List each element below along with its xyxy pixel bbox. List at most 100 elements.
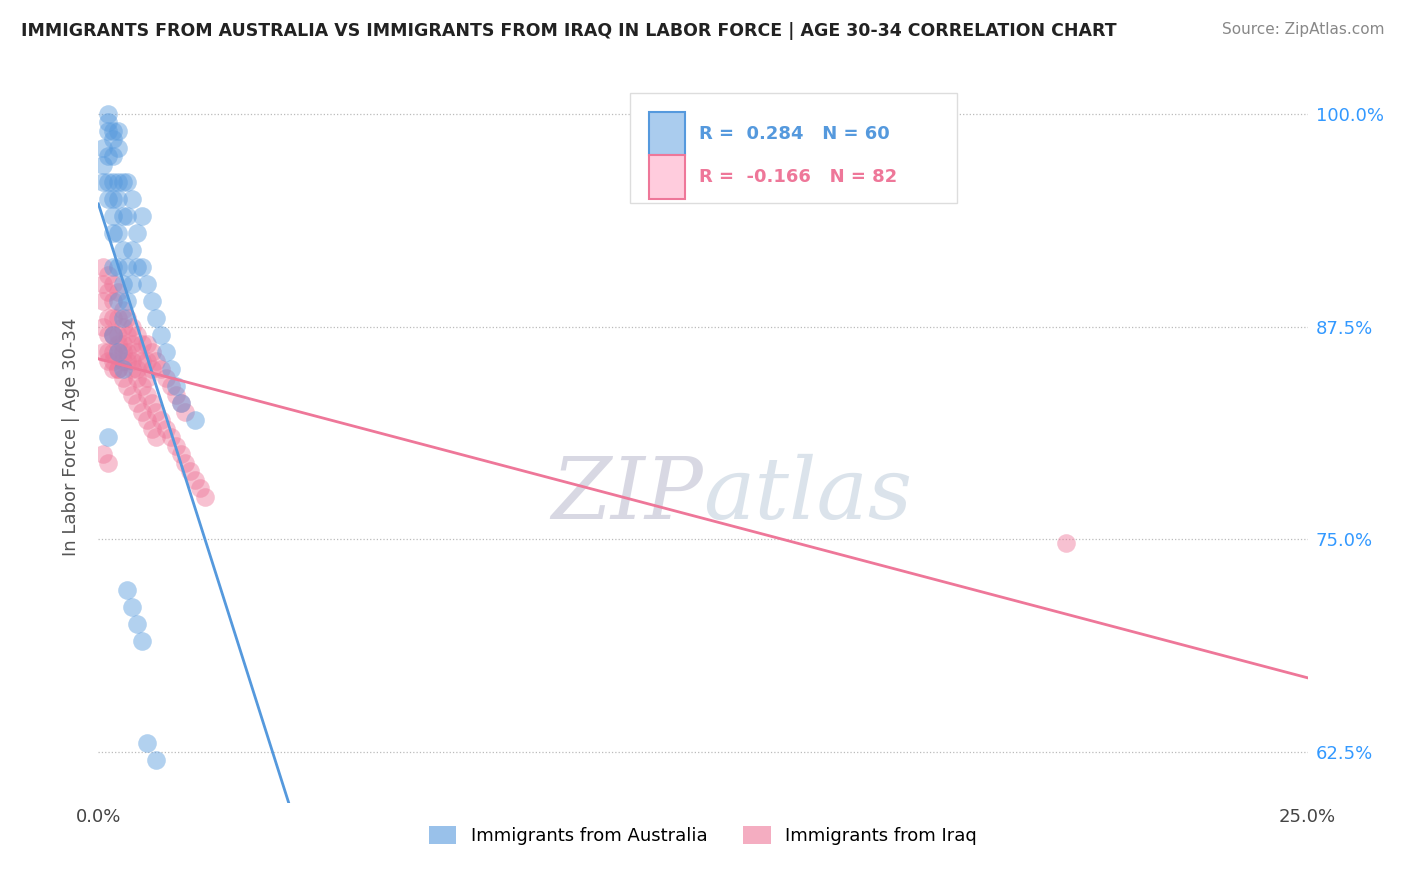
Point (91, 141, 114, 155)
Point (165, 379, 187, 393)
FancyBboxPatch shape (648, 112, 685, 155)
Point (141, 362, 163, 376)
Point (101, 362, 124, 376)
Point (117, 260, 139, 274)
Point (150, 328, 173, 343)
Point (194, 490, 217, 504)
Point (135, 387, 157, 401)
Point (97, 192, 120, 206)
Point (91, 319, 114, 334)
Point (101, 277, 124, 291)
Point (160, 362, 183, 376)
Point (121, 243, 143, 257)
Point (1054, 535, 1077, 549)
Point (121, 277, 143, 291)
Point (131, 634, 153, 648)
Point (141, 345, 163, 359)
Point (179, 464, 201, 478)
Point (101, 353, 124, 368)
Point (135, 336, 157, 351)
Point (101, 226, 124, 240)
Text: Source: ZipAtlas.com: Source: ZipAtlas.com (1222, 22, 1385, 37)
FancyBboxPatch shape (630, 94, 957, 203)
Point (101, 328, 124, 343)
Point (145, 311, 167, 326)
FancyBboxPatch shape (648, 155, 685, 200)
Point (107, 141, 129, 155)
Point (107, 226, 129, 240)
Point (111, 302, 134, 317)
Point (111, 345, 134, 359)
Point (127, 362, 149, 376)
Point (155, 370, 177, 384)
Point (111, 353, 134, 368)
Point (145, 404, 167, 418)
Point (107, 260, 129, 274)
Point (131, 379, 153, 393)
Point (97, 456, 120, 470)
Point (91, 447, 114, 461)
Point (169, 396, 191, 410)
Point (111, 370, 134, 384)
Point (127, 396, 149, 410)
Point (117, 583, 139, 598)
Point (127, 370, 149, 384)
Point (107, 345, 129, 359)
Point (91, 293, 114, 308)
Point (121, 192, 143, 206)
Text: IMMIGRANTS FROM AUSTRALIA VS IMMIGRANTS FROM IRAQ IN LABOR FORCE | AGE 30-34 COR: IMMIGRANTS FROM AUSTRALIA VS IMMIGRANTS … (21, 22, 1116, 40)
Point (107, 345, 129, 359)
Point (121, 600, 143, 615)
Point (101, 260, 124, 274)
Point (111, 175, 134, 189)
Point (141, 421, 163, 435)
Point (160, 430, 183, 444)
Point (91, 158, 114, 172)
Point (107, 362, 129, 376)
Point (97, 345, 120, 359)
Point (107, 336, 129, 351)
Point (127, 226, 149, 240)
Point (101, 132, 124, 146)
Point (141, 293, 163, 308)
Point (131, 260, 153, 274)
Point (107, 175, 129, 189)
Point (184, 473, 207, 487)
Point (155, 345, 177, 359)
Point (101, 149, 124, 163)
Point (135, 736, 157, 750)
Point (145, 430, 167, 444)
Text: R =  0.284   N = 60: R = 0.284 N = 60 (699, 125, 890, 143)
Point (127, 328, 149, 343)
Point (101, 175, 124, 189)
Point (127, 617, 149, 632)
Point (111, 277, 134, 291)
Point (107, 293, 129, 308)
Point (117, 353, 139, 368)
Point (165, 387, 187, 401)
Point (111, 362, 134, 376)
Point (91, 260, 114, 274)
Point (107, 328, 129, 343)
Point (117, 328, 139, 343)
Point (121, 387, 143, 401)
Point (101, 124, 124, 138)
Point (135, 370, 157, 384)
Point (131, 209, 153, 223)
Point (97, 149, 120, 163)
Point (165, 439, 187, 453)
Point (160, 379, 183, 393)
Point (97, 124, 120, 138)
Point (188, 481, 211, 495)
Point (97, 107, 120, 121)
Point (101, 328, 124, 343)
Y-axis label: In Labor Force | Age 30-34: In Labor Force | Age 30-34 (62, 318, 80, 557)
Point (97, 353, 120, 368)
Point (101, 192, 124, 206)
Point (127, 345, 149, 359)
Point (150, 362, 173, 376)
Point (107, 192, 129, 206)
Point (97, 328, 120, 343)
Point (145, 353, 167, 368)
Point (111, 243, 134, 257)
